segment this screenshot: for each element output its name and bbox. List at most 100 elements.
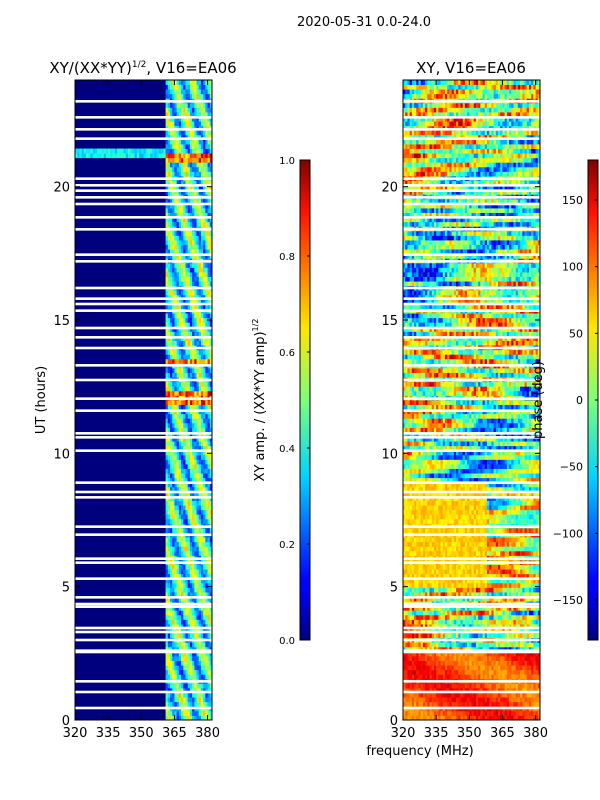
amplitude-cell — [181, 212, 184, 218]
phase-cell — [405, 656, 408, 661]
amplitude-cell — [200, 468, 204, 474]
amplitude-cell — [187, 217, 191, 223]
phase-cell — [493, 656, 497, 661]
phase-cell — [449, 646, 453, 652]
amplitude-cell — [200, 541, 204, 547]
phase-cell — [469, 674, 472, 680]
phase-cell — [520, 587, 523, 593]
amplitude-cell — [174, 683, 178, 689]
amplitude-cell — [170, 651, 173, 657]
amplitude-cell — [189, 651, 193, 657]
amplitude-cell — [181, 153, 184, 159]
phase-cell — [537, 665, 540, 671]
amplitude-cell — [192, 240, 195, 245]
amplitude-cell — [207, 454, 211, 460]
amplitude-cell — [200, 267, 204, 273]
amplitude-cell — [181, 189, 184, 195]
amplitude-cell — [165, 171, 169, 177]
amplitude-cell — [207, 605, 211, 611]
amplitude-cell — [165, 427, 169, 433]
amplitude-cell — [194, 144, 197, 149]
phase-cell — [475, 582, 479, 588]
phase-cell — [524, 669, 528, 675]
phase-cell — [442, 624, 446, 629]
phase-cell — [480, 692, 483, 698]
amplitude-cell — [189, 386, 193, 392]
amplitude-cell — [198, 546, 202, 552]
amplitude-cell — [165, 614, 169, 620]
phase-cell — [438, 710, 441, 716]
amplitude-cell — [172, 500, 175, 506]
phase-cell — [427, 642, 430, 648]
phase-cell — [425, 614, 428, 620]
amplitude-cell — [189, 573, 193, 579]
phase-cell — [489, 674, 492, 680]
phase-cell — [513, 656, 517, 661]
amplitude-cell — [178, 610, 182, 616]
amplitude-cell — [108, 148, 111, 154]
phase-cell — [475, 715, 479, 720]
amplitude-cell — [205, 80, 208, 85]
amplitude-cell — [178, 290, 182, 296]
amplitude-cell — [172, 459, 175, 465]
amplitude-cell — [119, 148, 122, 154]
phase-cell — [528, 614, 532, 620]
phase-cell — [433, 710, 437, 716]
amplitude-cell — [170, 400, 173, 405]
phase-cell — [451, 656, 455, 661]
phase-cell — [427, 683, 430, 689]
amplitude-cell — [174, 587, 178, 593]
amplitude-cell — [189, 445, 193, 451]
amplitude-cell — [198, 569, 202, 575]
amplitude-cell — [196, 180, 200, 186]
phase-cell — [414, 646, 417, 652]
phase-cell — [403, 578, 406, 584]
phase-cell — [513, 701, 517, 707]
amplitude-cell — [183, 514, 186, 520]
amplitude-cell — [183, 400, 186, 405]
amplitude-cell — [176, 294, 180, 300]
amplitude-cell — [170, 262, 173, 268]
phase-cell — [500, 656, 503, 661]
phase-cell — [482, 605, 486, 611]
phase-cell — [414, 651, 417, 657]
amplitude-cell — [198, 537, 202, 543]
amplitude-cell — [200, 683, 204, 689]
amplitude-cell — [176, 578, 180, 584]
amplitude-cell — [209, 390, 212, 396]
phase-cell — [460, 619, 464, 625]
amplitude-cell — [205, 646, 208, 652]
amplitude-cell — [209, 84, 212, 90]
amplitude-cell — [198, 240, 202, 245]
phase-cell — [451, 610, 455, 616]
phase-cell — [416, 610, 419, 616]
phase-cell — [535, 596, 539, 602]
amplitude-cell — [172, 317, 175, 323]
amplitude-cell — [209, 157, 212, 163]
amplitude-cell — [174, 80, 178, 85]
amplitude-cell — [183, 592, 186, 597]
phase-cell — [500, 614, 503, 620]
amplitude-cell — [196, 166, 200, 172]
amplitude-cell — [200, 573, 204, 579]
amplitude-cell — [192, 646, 195, 652]
phase-cell — [405, 592, 408, 597]
amplitude-cell — [185, 322, 189, 328]
amplitude-cell — [170, 688, 173, 693]
amplitude-cell — [147, 153, 151, 159]
amplitude-cell — [167, 468, 171, 474]
phase-cell — [475, 683, 479, 689]
amplitude-cell — [170, 349, 173, 355]
phase-cell — [444, 660, 448, 666]
phase-cell — [495, 688, 499, 693]
phase-cell — [411, 605, 415, 611]
amplitude-cell — [203, 582, 206, 588]
amplitude-cell — [194, 130, 197, 136]
amplitude-cell — [205, 162, 208, 168]
amplitude-cell — [207, 592, 211, 597]
phase-cell — [471, 596, 475, 602]
phase-cell — [526, 710, 530, 716]
amplitude-cell — [192, 422, 195, 428]
amplitude-cell — [194, 116, 197, 122]
amplitude-cell — [192, 464, 195, 469]
